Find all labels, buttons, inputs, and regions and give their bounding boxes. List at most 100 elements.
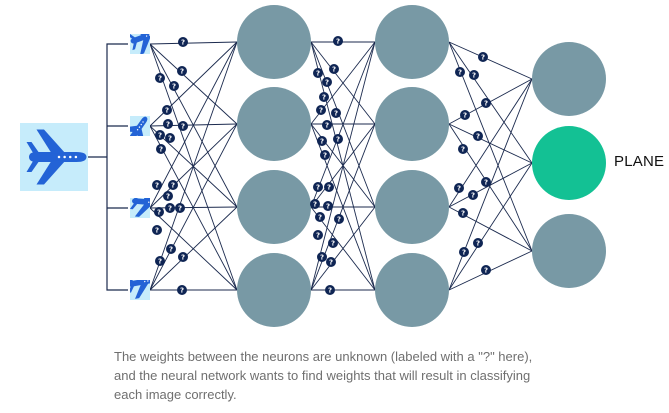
input-bracket xyxy=(106,43,128,291)
connection-line xyxy=(310,206,376,291)
svg-text:?: ? xyxy=(462,249,466,257)
weight-marker: ? xyxy=(458,144,468,154)
weight-marker: ? xyxy=(322,77,332,87)
svg-text:?: ? xyxy=(320,254,324,262)
caption-line-2: and the neural network wants to find wei… xyxy=(114,368,531,383)
weight-marker: ? xyxy=(313,68,323,78)
weight-marker: ? xyxy=(155,73,165,83)
weight-marker: ? xyxy=(468,190,478,200)
hidden2-neuron-1 xyxy=(375,5,449,79)
weight-marker: ? xyxy=(329,64,339,74)
svg-text:?: ? xyxy=(457,185,461,193)
weight-marker: ? xyxy=(315,212,325,222)
weight-marker: ? xyxy=(481,177,491,187)
weight-marker: ? xyxy=(155,130,165,140)
svg-text:?: ? xyxy=(336,38,340,46)
weight-marker: ? xyxy=(165,133,175,143)
svg-text:?: ? xyxy=(316,232,320,240)
hidden2-neuron-4 xyxy=(375,253,449,327)
weight-marker: ? xyxy=(163,119,173,129)
weight-marker: ? xyxy=(316,105,326,115)
airplane-icon xyxy=(26,129,87,185)
weight-markers: ????????????????????????????????????????… xyxy=(152,36,491,295)
output-neuron-3 xyxy=(532,214,606,288)
weight-marker: ? xyxy=(478,52,488,62)
svg-text:?: ? xyxy=(472,72,476,80)
svg-text:?: ? xyxy=(328,287,332,295)
caption-line-1: The weights between the neurons are unkn… xyxy=(114,349,533,364)
weight-marker: ? xyxy=(310,199,320,209)
neural-network-diagram: ????????????????????????????????????????… xyxy=(20,5,606,327)
airplane-icon xyxy=(130,116,148,136)
svg-text:?: ? xyxy=(323,152,327,160)
weight-marker: ? xyxy=(169,81,179,91)
svg-text:?: ? xyxy=(168,205,172,213)
svg-text:?: ? xyxy=(322,94,326,102)
svg-text:?: ? xyxy=(181,39,185,47)
weight-marker: ? xyxy=(481,265,491,275)
svg-text:?: ? xyxy=(481,54,485,62)
weight-marker: ? xyxy=(481,98,491,108)
weight-marker: ? xyxy=(473,131,483,141)
hidden2-neuron-2 xyxy=(375,87,449,161)
weight-marker: ? xyxy=(178,252,188,262)
svg-text:?: ? xyxy=(326,203,330,211)
output-label-plane: PLANE xyxy=(614,153,665,170)
svg-text:?: ? xyxy=(165,107,169,115)
weight-marker: ? xyxy=(313,230,323,240)
svg-text:?: ? xyxy=(158,75,162,83)
svg-text:?: ? xyxy=(332,66,336,74)
hidden1-neuron-2 xyxy=(237,87,311,161)
svg-text:?: ? xyxy=(172,83,176,91)
svg-text:?: ? xyxy=(334,110,338,118)
svg-text:?: ? xyxy=(166,121,170,129)
svg-text:?: ? xyxy=(325,122,329,130)
svg-text:?: ? xyxy=(180,68,184,76)
weight-marker: ? xyxy=(324,182,334,192)
weight-marker: ? xyxy=(152,225,162,235)
svg-text:?: ? xyxy=(484,267,488,275)
svg-text:?: ? xyxy=(180,287,184,295)
svg-text:?: ? xyxy=(181,254,185,262)
weight-marker: ? xyxy=(313,182,323,192)
weight-marker: ? xyxy=(163,191,173,201)
weight-marker: ? xyxy=(317,252,327,262)
output-neuron-plane xyxy=(532,126,606,200)
airplane-icon xyxy=(130,280,150,299)
weight-marker: ? xyxy=(325,285,335,295)
connection-line xyxy=(310,41,376,208)
connection-line xyxy=(448,162,533,291)
weight-marker: ? xyxy=(331,108,341,118)
svg-text:?: ? xyxy=(458,69,462,77)
svg-text:?: ? xyxy=(484,100,488,108)
svg-text:?: ? xyxy=(484,179,488,187)
connection-line xyxy=(149,125,238,291)
svg-text:?: ? xyxy=(155,227,159,235)
input-cell-3 xyxy=(130,198,150,218)
connection-line xyxy=(310,41,376,291)
weight-marker: ? xyxy=(323,201,333,211)
weight-marker: ? xyxy=(322,120,332,130)
connection-line xyxy=(149,41,238,291)
hidden2-neuron-3 xyxy=(375,170,449,244)
weight-marker: ? xyxy=(469,70,479,80)
weight-marker: ? xyxy=(177,285,187,295)
svg-text:?: ? xyxy=(158,132,162,140)
input-cell-2 xyxy=(130,116,150,136)
hidden1-neuron-3 xyxy=(237,170,311,244)
input-cell-4 xyxy=(130,280,150,300)
connection-line xyxy=(149,206,238,291)
svg-text:?: ? xyxy=(327,184,331,192)
weight-marker: ? xyxy=(334,214,344,224)
svg-text:?: ? xyxy=(318,214,322,222)
svg-text:?: ? xyxy=(336,136,340,144)
svg-text:?: ? xyxy=(337,216,341,224)
weight-marker: ? xyxy=(454,183,464,193)
svg-text:?: ? xyxy=(319,107,323,115)
weight-marker: ? xyxy=(320,150,330,160)
svg-text:?: ? xyxy=(171,182,175,190)
weight-marker: ? xyxy=(319,92,329,102)
hidden1-neuron-4 xyxy=(237,253,311,327)
weight-marker: ? xyxy=(333,36,343,46)
svg-text:?: ? xyxy=(166,193,170,201)
